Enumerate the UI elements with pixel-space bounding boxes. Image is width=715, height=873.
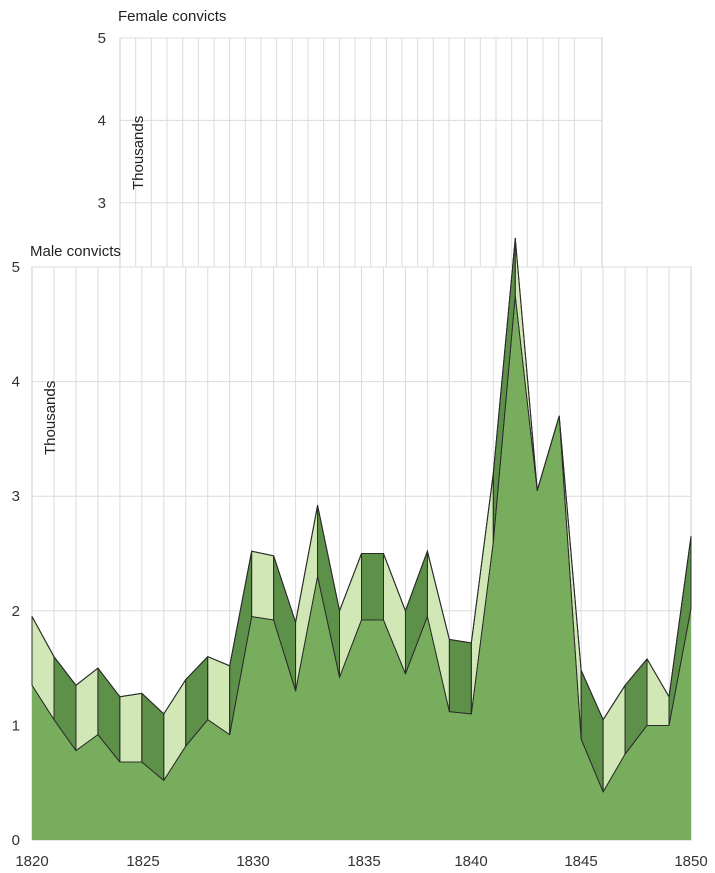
male-base-area: [32, 295, 691, 840]
male-band-segment: [251, 550, 275, 621]
male-y-tick-label: 2: [12, 603, 20, 620]
male-x-tick-label: 1830: [236, 853, 269, 870]
male-y-tick-label: 1: [12, 717, 20, 734]
male-y-tick-label: 5: [12, 259, 20, 276]
female-y-tick-label: 3: [98, 195, 106, 212]
male-y-tick-label: 4: [12, 374, 20, 391]
male-y-tick-label: 3: [12, 488, 20, 505]
male-data-area: [31, 237, 692, 840]
male-x-tick-label: 1820: [15, 853, 48, 870]
male-panel-title: Male convicts: [30, 243, 121, 260]
female-y-axis-title: Thousands: [130, 116, 147, 190]
female-y-tick-label: 5: [98, 30, 106, 47]
male-x-tick-label: 1845: [564, 853, 597, 870]
male-x-ticks: 1820 1825 1830 1835 1840 1845 1850: [15, 853, 707, 870]
male-band-segment: [361, 553, 384, 621]
male-y-tick-label: 0: [12, 832, 20, 849]
male-upper-line: [31, 238, 692, 721]
male-x-tick-label: 1825: [126, 853, 159, 870]
male-lower-line: [31, 295, 692, 793]
female-y-tick-label: 4: [98, 112, 106, 129]
male-x-tick-label: 1835: [347, 853, 380, 870]
male-y-axis-title: Thousands: [42, 381, 59, 455]
male-y-ticks: 0 1 2 3 4 5: [12, 259, 20, 849]
male-x-tick-label: 1840: [454, 853, 487, 870]
female-panel-title: Female convicts: [118, 8, 226, 25]
male-band-segment: [119, 692, 143, 763]
male-x-tick-label: 1850: [674, 853, 707, 870]
male-band-segment: [448, 639, 472, 715]
male-convicts-panel: 0 1 2 3 4 5 1820 1825 1830 1835 1840 1845 1850 Male…: [12, 237, 708, 870]
